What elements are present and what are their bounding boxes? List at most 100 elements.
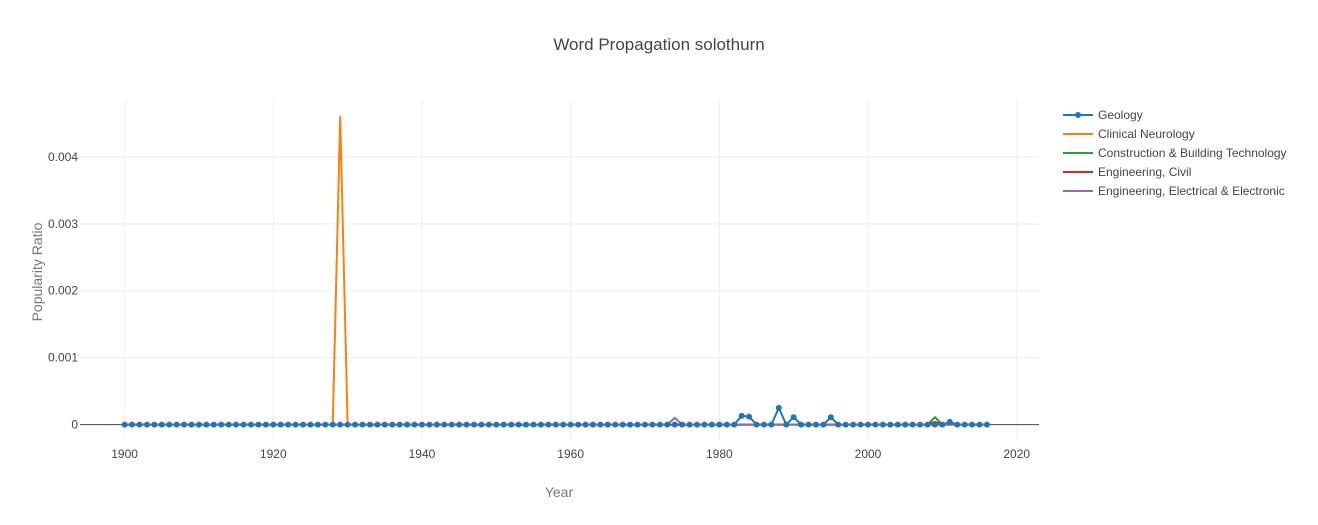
data-point: [954, 421, 961, 428]
data-point: [151, 421, 158, 428]
data-point: [121, 421, 128, 428]
data-point: [656, 421, 663, 428]
data-point: [530, 421, 537, 428]
data-point: [500, 421, 507, 428]
data-point: [404, 421, 411, 428]
data-point: [835, 421, 842, 428]
data-point: [768, 421, 775, 428]
x-tick-label: 1980: [706, 447, 733, 461]
y-tick-label: 0: [71, 418, 78, 432]
data-point: [210, 421, 217, 428]
data-point: [448, 421, 455, 428]
data-point: [760, 421, 767, 428]
data-point: [872, 421, 879, 428]
data-point: [582, 421, 589, 428]
legend-item-4[interactable]: Engineering, Electrical & Electronic: [1063, 184, 1285, 198]
data-point: [567, 421, 574, 428]
data-point: [634, 421, 641, 428]
data-point: [805, 421, 812, 428]
data-point: [515, 421, 522, 428]
data-point: [917, 421, 924, 428]
y-tick-label: 0.003: [48, 217, 78, 231]
data-point: [946, 418, 953, 425]
x-tick-label: 2020: [1003, 447, 1030, 461]
data-point: [188, 421, 195, 428]
data-point: [827, 414, 834, 421]
data-point: [976, 421, 983, 428]
data-point: [493, 421, 500, 428]
y-axis-ticks: 0 0.001 0.002 0.003 0.004: [48, 150, 78, 432]
data-point: [344, 421, 351, 428]
legend-item-3[interactable]: Engineering, Civil: [1063, 165, 1191, 179]
data-point: [337, 421, 344, 428]
data-point: [523, 421, 530, 428]
data-point: [195, 421, 202, 428]
data-point: [166, 421, 173, 428]
data-point: [143, 421, 150, 428]
data-point: [679, 421, 686, 428]
data-point: [879, 421, 886, 428]
x-tick-label: 1900: [111, 447, 138, 461]
data-point: [463, 421, 470, 428]
data-point: [411, 421, 418, 428]
legend-item-2[interactable]: Construction & Building Technology: [1063, 146, 1287, 160]
data-point: [798, 421, 805, 428]
data-point: [887, 421, 894, 428]
data-point: [381, 421, 388, 428]
y-tick-label: 0.001: [48, 351, 78, 365]
data-point: [641, 421, 648, 428]
data-point: [203, 421, 210, 428]
series-line-1: [124, 115, 987, 426]
data-point: [240, 421, 247, 428]
data-point: [181, 421, 188, 428]
data-point: [775, 404, 782, 411]
data-point: [560, 421, 567, 428]
data-point: [738, 412, 745, 419]
data-point: [597, 421, 604, 428]
legend-label: Engineering, Electrical & Electronic: [1098, 184, 1285, 198]
data-point: [857, 421, 864, 428]
data-point: [485, 421, 492, 428]
data-point: [716, 421, 723, 428]
data-point: [865, 421, 872, 428]
data-point: [850, 421, 857, 428]
data-point: [931, 421, 938, 428]
data-point: [731, 421, 738, 428]
x-axis-ticks: 1900 1920 1940 1960 1980 2000 2020: [111, 447, 1030, 461]
legend[interactable]: Geology Clinical Neurology Construction & …: [1063, 108, 1287, 198]
data-point: [983, 421, 990, 428]
data-point: [285, 421, 292, 428]
data-point: [909, 421, 916, 428]
data-point: [552, 421, 559, 428]
data-point: [136, 421, 143, 428]
data-point: [352, 421, 359, 428]
legend-label: Geology: [1098, 108, 1143, 122]
data-point: [649, 421, 656, 428]
y-tick-label: 0.004: [48, 150, 78, 164]
data-point: [478, 421, 485, 428]
data-point: [708, 421, 715, 428]
chart-title: Word Propagation solothurn: [553, 35, 764, 54]
data-point: [589, 421, 596, 428]
data-point: [701, 421, 708, 428]
data-point: [686, 421, 693, 428]
data-point: [433, 421, 440, 428]
data-point: [545, 421, 552, 428]
x-tick-label: 1960: [557, 447, 584, 461]
data-point: [961, 421, 968, 428]
data-point: [441, 421, 448, 428]
data-point: [508, 421, 515, 428]
data-point: [537, 421, 544, 428]
data-point: [300, 421, 307, 428]
data-point: [694, 421, 701, 428]
data-point: [627, 421, 634, 428]
plot-area: [121, 115, 990, 428]
legend-item-0[interactable]: Geology: [1063, 108, 1143, 122]
data-point: [314, 421, 321, 428]
legend-item-1[interactable]: Clinical Neurology: [1063, 127, 1195, 141]
y-axis-title: Popularity Ratio: [29, 222, 45, 321]
data-point: [783, 421, 790, 428]
data-point: [723, 421, 730, 428]
legend-label: Engineering, Civil: [1098, 165, 1191, 179]
